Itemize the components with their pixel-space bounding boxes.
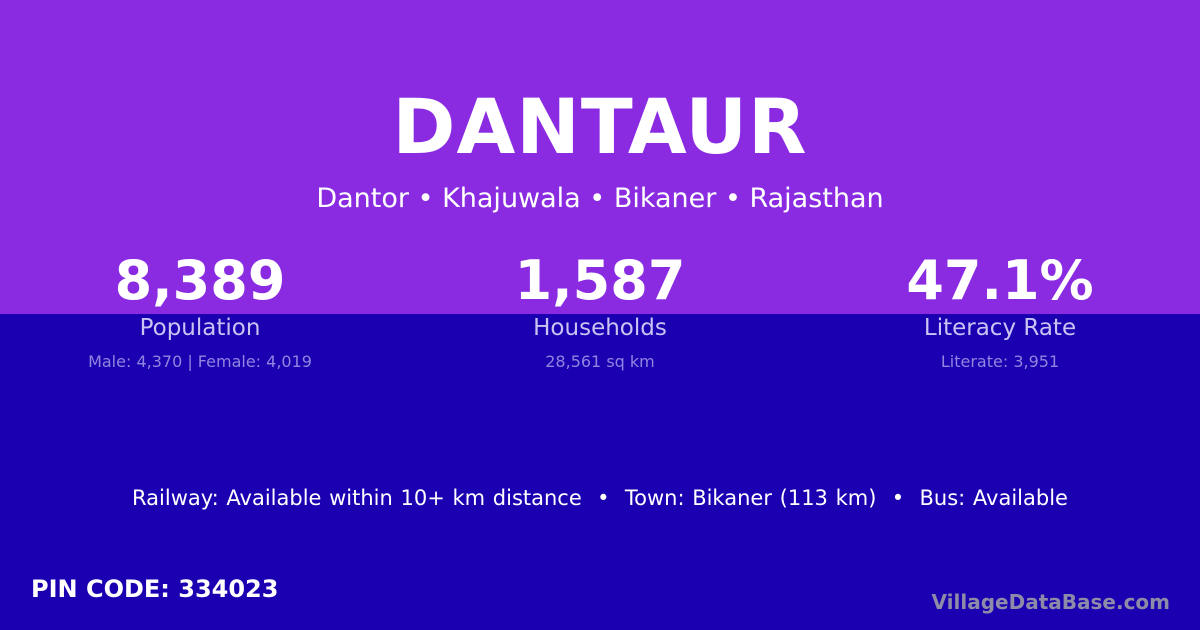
location-breadcrumb: Dantor • Khajuwala • Bikaner • Rajasthan [316, 183, 884, 214]
header-band [0, 0, 1200, 314]
stat-detail: 28,561 sq km [545, 352, 655, 371]
stat-value: 1,587 [514, 249, 686, 312]
stat-detail: Male: 4,370 | Female: 4,019 [88, 352, 312, 371]
stat-literacy: 47.1% Literacy Rate Literate: 3,951 [800, 248, 1200, 371]
stat-value: 8,389 [114, 249, 286, 312]
stat-population: 8,389 Population Male: 4,370 | Female: 4… [0, 248, 400, 371]
stat-detail: Literate: 3,951 [940, 352, 1060, 371]
stat-value: 47.1% [906, 249, 1094, 312]
village-name: DANTAUR [392, 82, 808, 171]
facilities-line: Railway: Available within 10+ km distanc… [132, 486, 1068, 510]
stat-households: 1,587 Households 28,561 sq km [400, 248, 800, 371]
stat-label: Population [139, 315, 261, 341]
pin-code: PIN CODE: 334023 [31, 575, 279, 603]
brand-logo: VillageDataBase.com [931, 590, 1170, 614]
stat-label: Literacy Rate [923, 315, 1077, 341]
stat-label: Households [533, 315, 667, 341]
